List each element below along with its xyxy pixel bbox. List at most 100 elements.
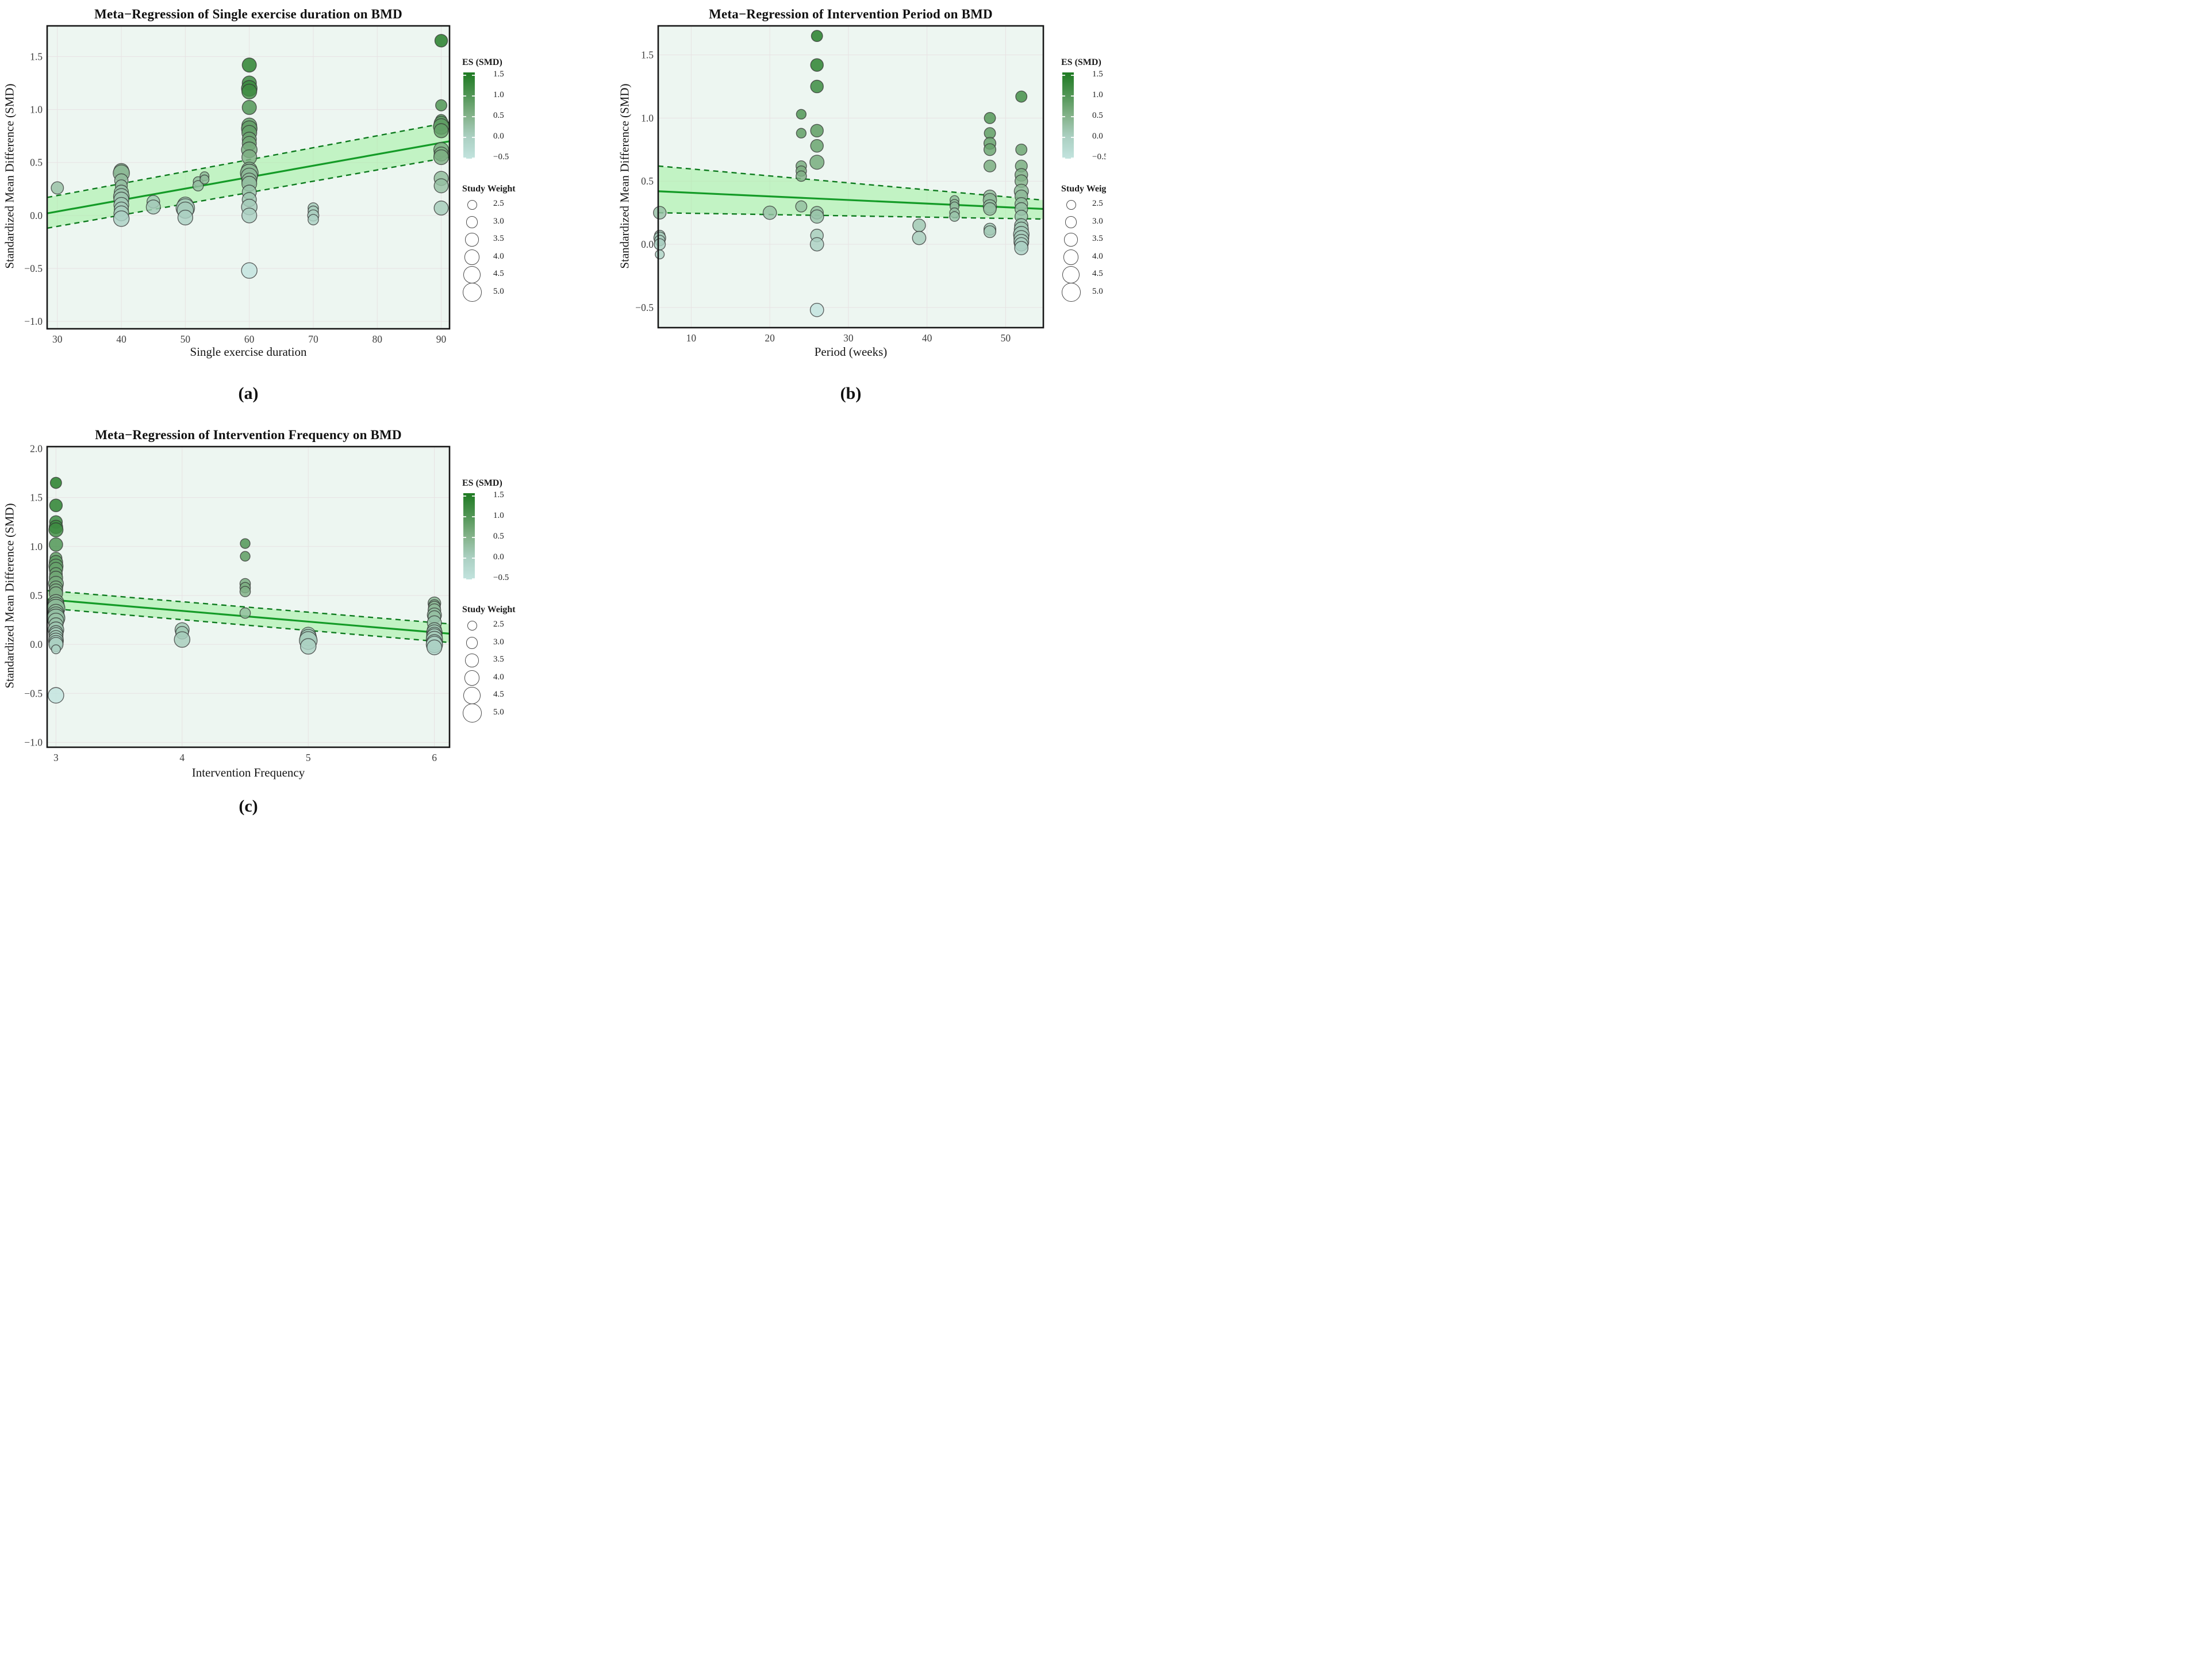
study-weight-label: 5.0	[1092, 286, 1103, 296]
colorbar-tick-label: 0.0	[493, 552, 504, 562]
study-weight-row: 3.0	[460, 213, 535, 230]
panel-b-sublabel: (b)	[840, 384, 862, 403]
study-weight-row: 5.0	[1059, 283, 1106, 302]
study-bubble	[145, 199, 161, 215]
colorbar-tickmark	[1062, 157, 1065, 159]
study-weight-circle	[464, 670, 480, 686]
y-tick-label: 1.0	[641, 112, 654, 124]
study-weight-circle	[464, 249, 480, 265]
plot-frame	[46, 445, 451, 748]
colorbar-tickmark	[1071, 116, 1074, 117]
colorbar-tick-label: −0.5	[493, 573, 509, 582]
colorbar-tickmark	[463, 557, 466, 559]
study-weight-circle	[463, 687, 481, 704]
study-weight-label: 4.5	[493, 690, 504, 699]
study-bubble	[795, 200, 808, 213]
study-weight-row: 4.5	[460, 686, 535, 704]
study-weight-row: 5.0	[460, 704, 535, 723]
study-bubble	[433, 178, 449, 194]
y-tick-label: 0.0	[641, 239, 654, 250]
colorbar-tickmark	[472, 536, 475, 538]
study-weight-label: 4.0	[493, 672, 504, 682]
y-tick-label: 0.5	[30, 157, 43, 168]
study-bubble	[762, 205, 777, 220]
study-bubble	[810, 124, 824, 138]
colorbar-tickmark	[472, 578, 475, 579]
x-tick-label: 50	[181, 333, 191, 345]
regression-line	[658, 190, 1044, 210]
study-weight-label: 2.5	[493, 620, 504, 629]
x-tick-label: 90	[436, 333, 447, 345]
study-weight-row: 2.5	[460, 616, 535, 633]
y-tick-label: 1.5	[30, 492, 43, 504]
study-weight-circle	[466, 216, 478, 228]
study-weight-legend-title: Study Weight	[462, 605, 516, 614]
colorbar-tickmark	[463, 95, 466, 97]
es-legend-title: ES (SMD)	[462, 478, 502, 488]
study-weight-label: 3.0	[1092, 216, 1103, 226]
study-bubble	[240, 551, 251, 562]
study-weight-row: 4.0	[1059, 248, 1106, 266]
study-weight-legend-title: Study Weight	[1061, 184, 1106, 194]
study-weight-label: 3.5	[493, 234, 504, 243]
study-weight-row: 2.5	[460, 195, 535, 213]
panel-c-x-axis-label: Intervention Frequency	[191, 766, 305, 779]
study-bubble	[241, 208, 258, 224]
panel-b-x-axis-label: Period (weeks)	[814, 345, 888, 359]
study-bubble	[949, 211, 960, 222]
study-bubble	[1014, 241, 1029, 255]
x-tick-label: 50	[1001, 332, 1011, 344]
study-weight-circle	[462, 283, 482, 302]
colorbar-tick-label: 0.5	[1092, 110, 1103, 120]
study-weight-circle	[1061, 283, 1081, 302]
colorbar-tickmark	[472, 495, 475, 497]
study-weight-label: 5.0	[493, 286, 504, 296]
study-weight-circle	[463, 266, 481, 283]
x-tick-label: 80	[372, 333, 382, 345]
colorbar-tick-label: 1.5	[1092, 69, 1103, 79]
study-bubble	[983, 143, 997, 156]
study-weight-circle	[462, 704, 482, 723]
panel-b-title: Meta−Regression of Intervention Period o…	[709, 7, 993, 21]
study-weight-row: 2.5	[1059, 195, 1106, 213]
study-bubble	[239, 607, 251, 619]
study-bubble	[809, 155, 825, 170]
study-bubble	[241, 83, 258, 99]
study-weight-row: 3.5	[1059, 230, 1106, 248]
panel-b-y-axis-label: Standardized Mean Difference (SMD)	[617, 83, 632, 269]
study-bubble	[796, 170, 807, 182]
colorbar-tickmark	[472, 136, 475, 138]
study-bubble	[51, 181, 64, 195]
colorbar-tickmark	[463, 116, 466, 117]
study-weight-label: 4.0	[1092, 251, 1103, 261]
y-tick-label: 0.0	[30, 210, 43, 221]
colorbar-tickmark	[472, 74, 475, 76]
study-bubble	[1015, 90, 1028, 103]
colorbar-tickmark	[1071, 74, 1074, 76]
x-tick-label: 30	[843, 332, 854, 344]
study-weight-circle	[465, 654, 479, 667]
study-weight-label: 4.5	[1092, 269, 1103, 278]
colorbar-tick-label: 1.0	[493, 90, 504, 99]
panel-c-plot: 3 4 5 6 2.0 1.5 1.0 0.5 0.0 −0.5 −1.0	[24, 443, 451, 763]
colorbar-tick-label: 0.0	[493, 131, 504, 141]
colorbar-tick-label: 0.5	[493, 110, 504, 120]
study-bubble	[1015, 143, 1028, 156]
study-bubble	[192, 180, 204, 192]
y-tick-label: −0.5	[635, 302, 654, 313]
study-bubble	[912, 230, 927, 245]
study-bubble	[299, 638, 317, 655]
panel-a-sublabel: (a)	[238, 384, 259, 403]
study-bubble	[810, 58, 824, 72]
panel-b-plot: 10 20 30 40 50 1.5 1.0 0.5 0.0 −0.5	[635, 25, 1044, 344]
study-weight-label: 3.0	[493, 216, 504, 226]
y-tick-label: −1.0	[24, 316, 43, 327]
x-tick-label: 6	[432, 752, 437, 763]
x-tick-label: 10	[686, 332, 697, 344]
colorbar-tick-label: −0.5	[1092, 152, 1106, 162]
study-weight-label: 2.5	[493, 199, 504, 208]
panel-a-y-axis-label: Standardized Mean Difference (SMD)	[2, 83, 17, 269]
study-bubble	[983, 225, 997, 239]
study-bubble	[113, 210, 130, 227]
panel-c-y-axis-label: Standardized Mean Difference (SMD)	[2, 503, 17, 689]
